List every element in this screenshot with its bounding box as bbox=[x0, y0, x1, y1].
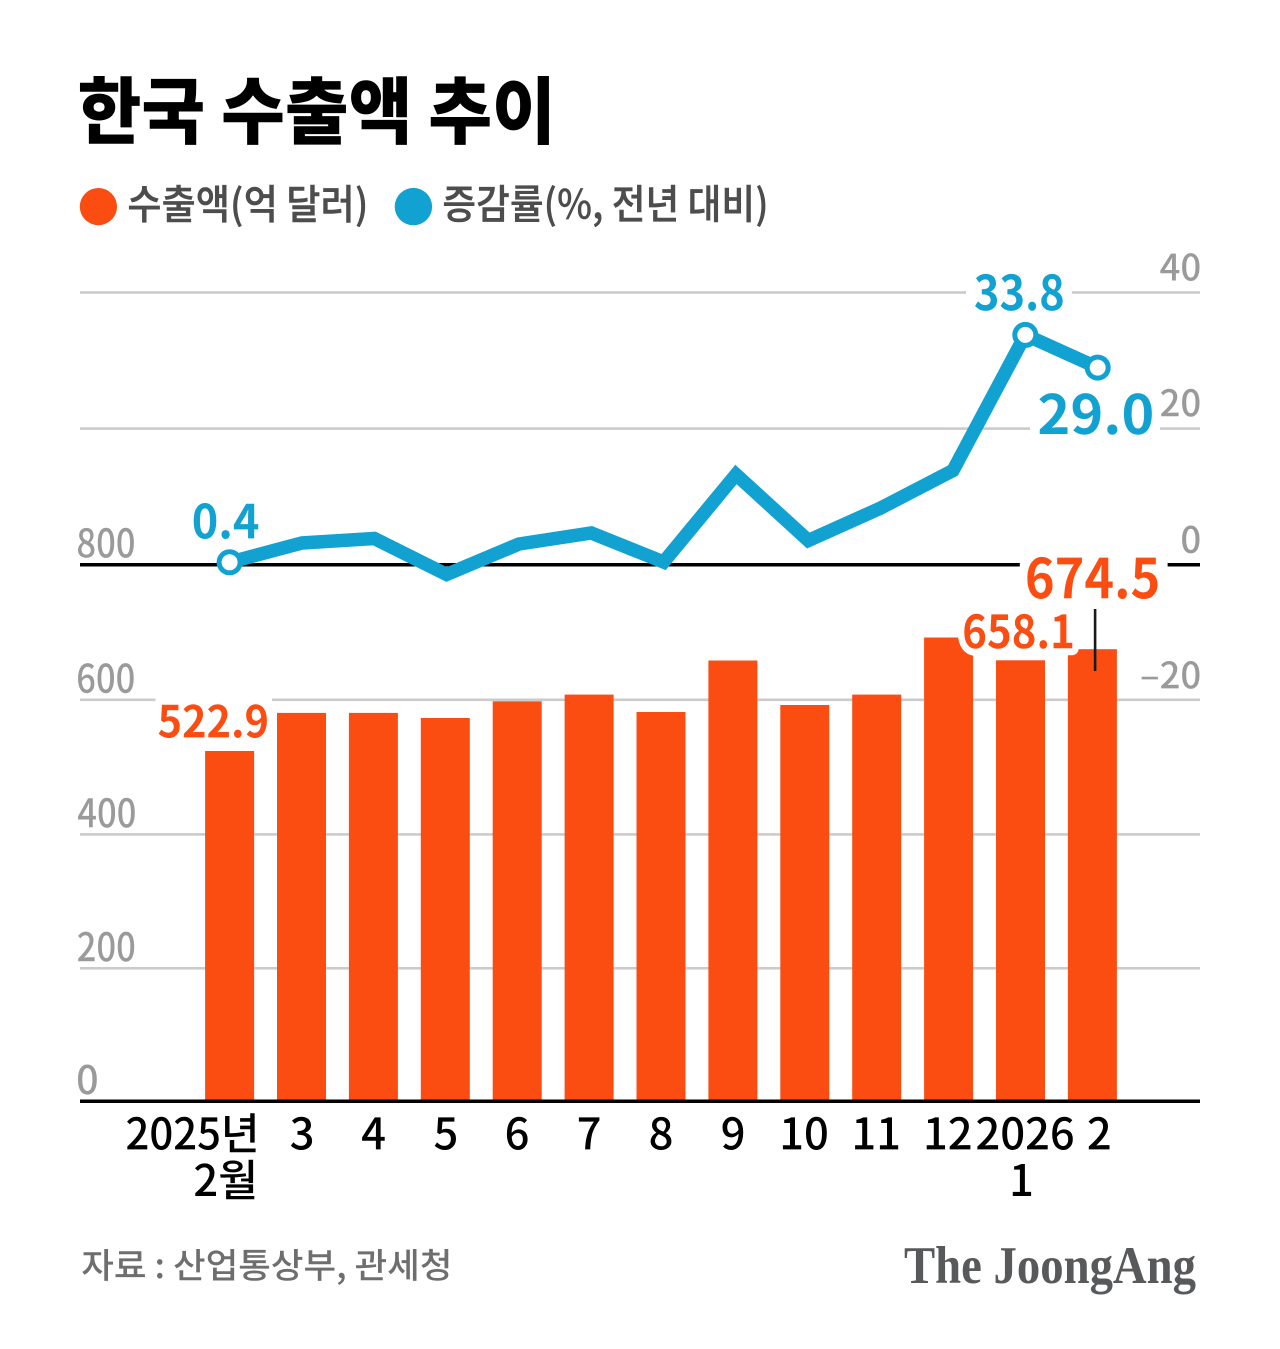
svg-text:The JoongAng: The JoongAng bbox=[904, 1237, 1196, 1295]
